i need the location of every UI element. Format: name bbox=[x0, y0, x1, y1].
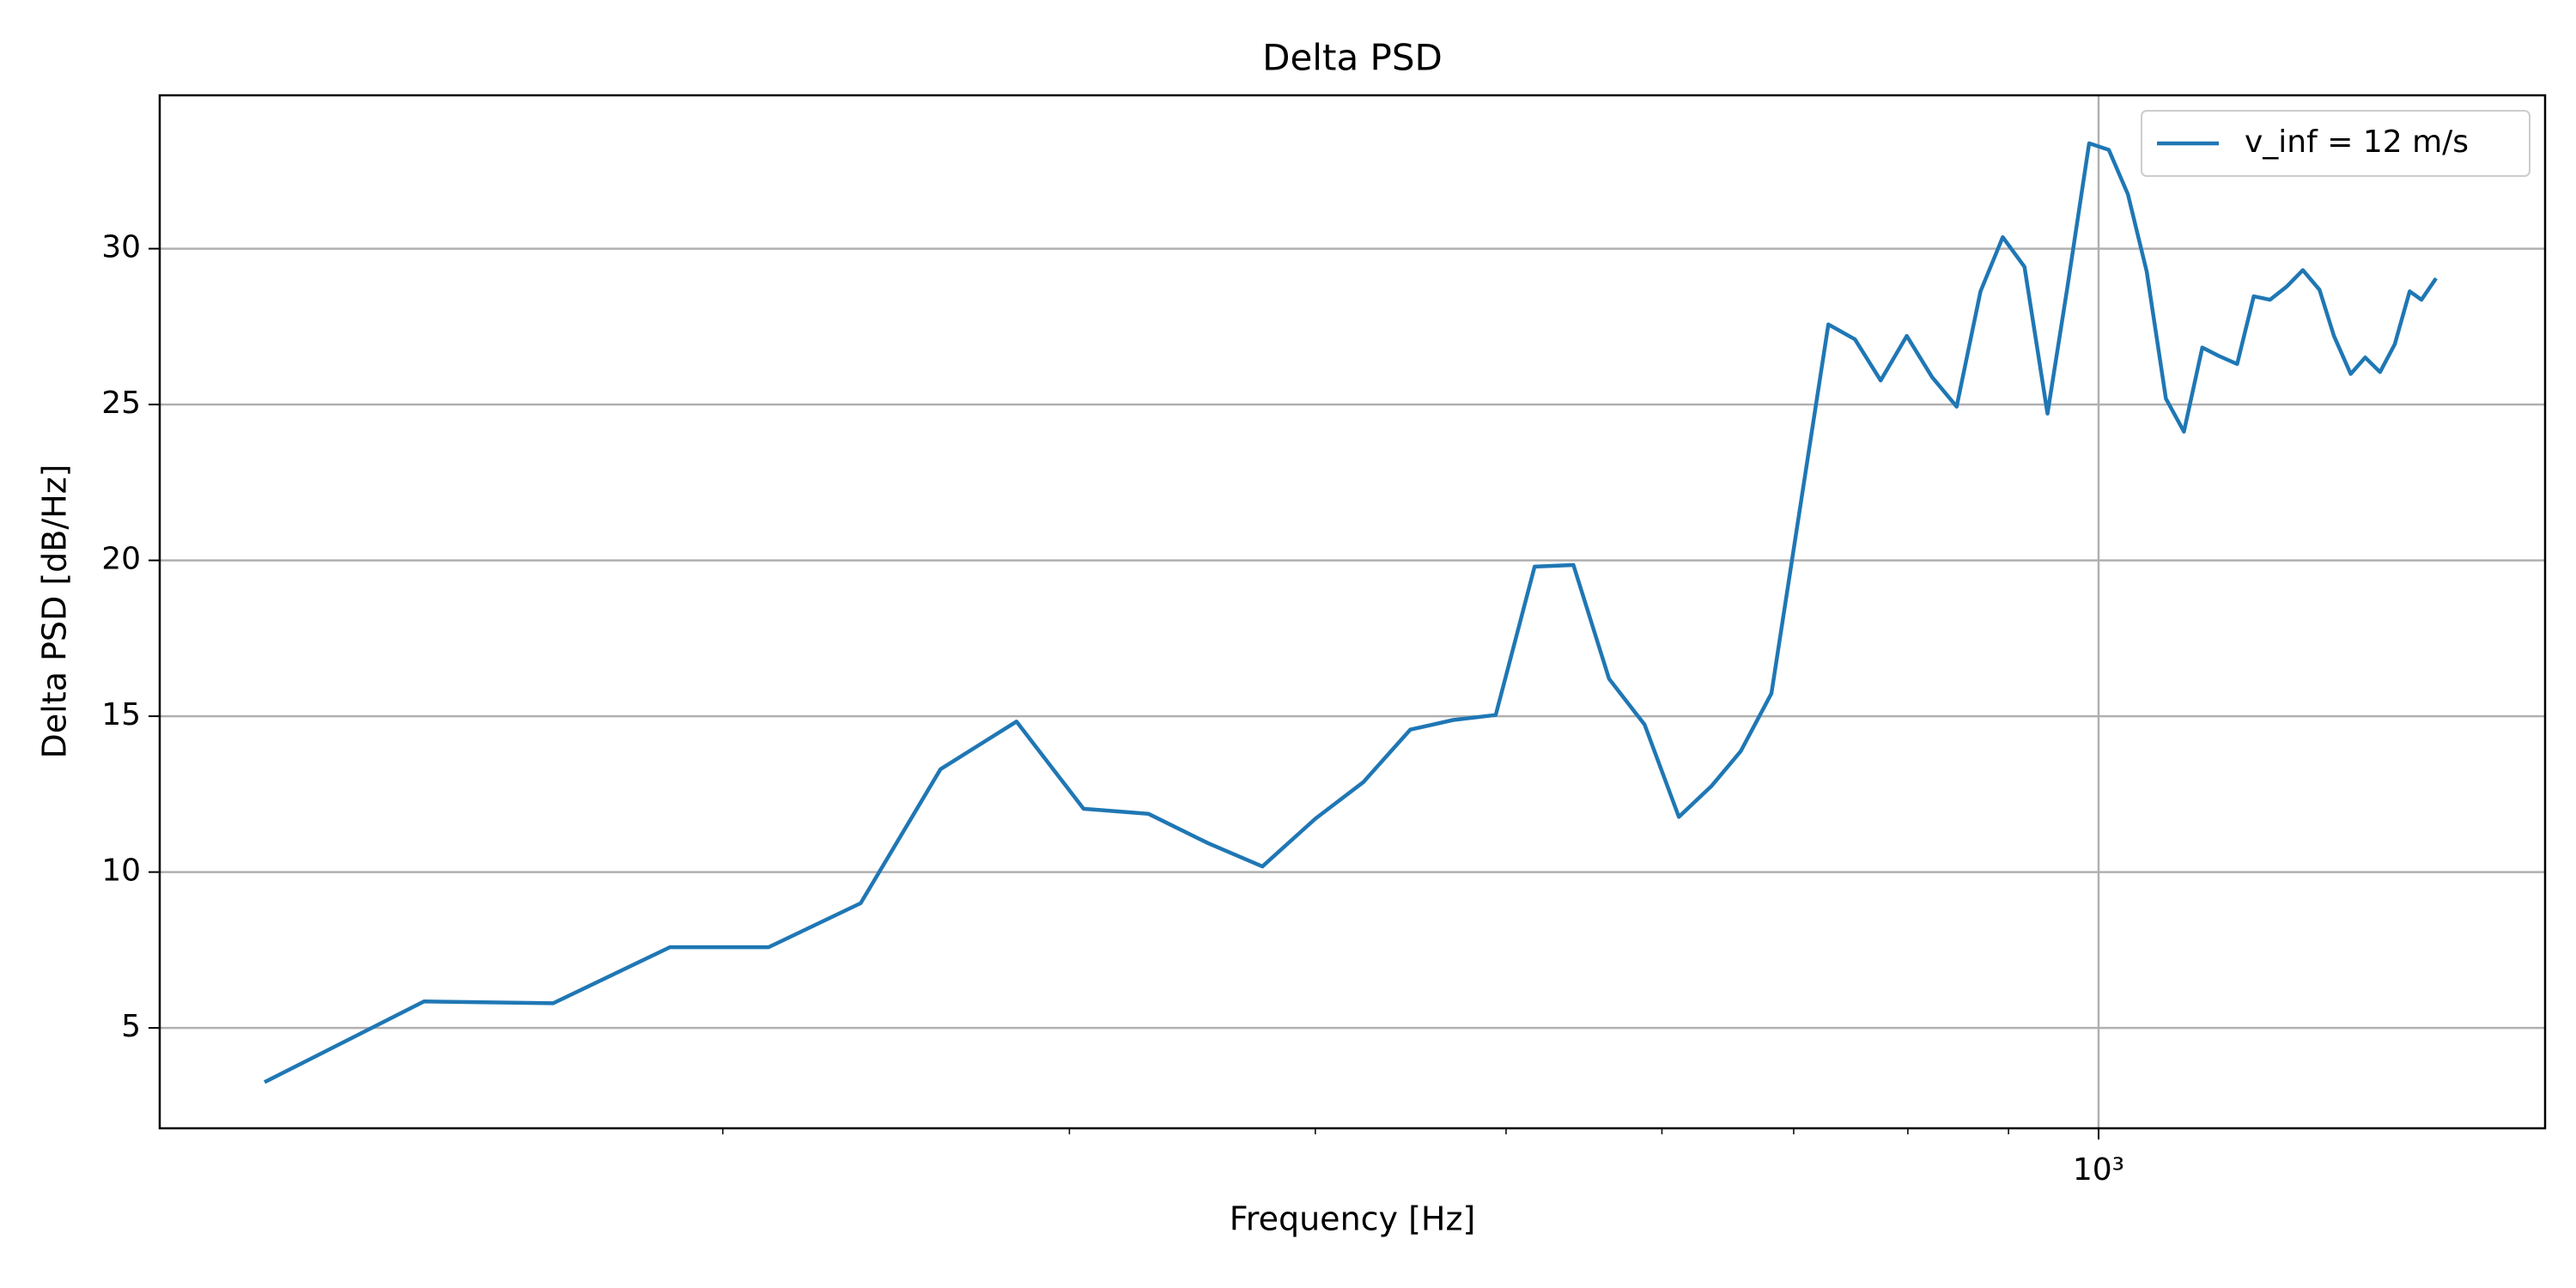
y-tick-label: 20 bbox=[101, 542, 141, 577]
legend-label: v_inf = 12 m/s bbox=[2245, 125, 2469, 160]
x-tick-label: 10³ bbox=[2073, 1152, 2124, 1188]
plot-frame bbox=[158, 94, 2547, 1130]
y-axis-label: Delta PSD [dB/Hz] bbox=[36, 464, 74, 758]
legend-box bbox=[2141, 110, 2530, 177]
x-axis-label: Frequency [Hz] bbox=[1230, 1200, 1476, 1238]
y-tick-label: 30 bbox=[101, 230, 141, 265]
data-line bbox=[264, 141, 2438, 1084]
y-tick-label: 15 bbox=[101, 697, 141, 732]
chart-title: Delta PSD bbox=[1262, 37, 1443, 79]
y-tick-label: 5 bbox=[121, 1009, 141, 1044]
y-tick-label: 25 bbox=[101, 386, 141, 421]
y-tick-label: 10 bbox=[101, 854, 141, 889]
